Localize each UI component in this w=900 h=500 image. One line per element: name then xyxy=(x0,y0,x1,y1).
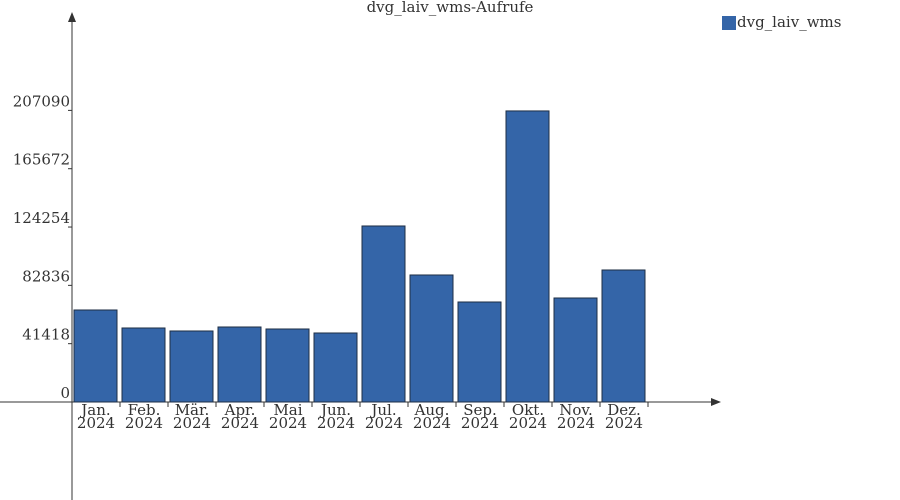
legend-swatch xyxy=(722,16,736,30)
x-tick-label: Aug. 2024 xyxy=(412,401,452,432)
bar xyxy=(313,332,358,403)
y-tick-label: 41418 xyxy=(22,326,70,344)
bar xyxy=(553,297,598,403)
x-tick-label: Apr. 2024 xyxy=(220,401,260,432)
x-tick-label: Dez. 2024 xyxy=(604,401,644,432)
y-tick-label: 0 xyxy=(60,384,70,402)
x-tick-label: Jul. 2024 xyxy=(364,401,404,432)
x-tick-label: Jun. 2024 xyxy=(316,401,356,432)
x-axis-arrow xyxy=(711,398,721,406)
legend-label: dvg_laiv_wms xyxy=(737,13,841,31)
y-tick-label: 207090 xyxy=(13,92,70,110)
bar xyxy=(457,301,502,403)
x-tick-label: Okt. 2024 xyxy=(508,401,548,432)
x-tick-label: Mai 2024 xyxy=(268,401,308,432)
y-axis-arrow xyxy=(68,12,76,22)
bar xyxy=(73,309,118,403)
bar xyxy=(121,327,166,403)
chart-title: dvg_laiv_wms-Aufrufe xyxy=(367,0,534,16)
y-tick-label: 124254 xyxy=(13,209,70,227)
y-tick-label: 82836 xyxy=(22,267,70,285)
bar xyxy=(409,274,454,403)
bar xyxy=(169,330,214,403)
bar xyxy=(217,326,262,403)
x-tick-label: Sep. 2024 xyxy=(460,401,500,432)
x-tick-label: Mär. 2024 xyxy=(172,401,212,432)
x-tick-label: Feb. 2024 xyxy=(124,401,164,432)
bar xyxy=(265,328,310,403)
bar xyxy=(601,269,646,403)
y-tick-label: 165672 xyxy=(13,151,70,169)
x-tick-label: Jan. 2024 xyxy=(76,401,116,432)
x-tick-label: Nov. 2024 xyxy=(556,401,596,432)
bar xyxy=(505,110,550,403)
bar xyxy=(361,225,406,403)
